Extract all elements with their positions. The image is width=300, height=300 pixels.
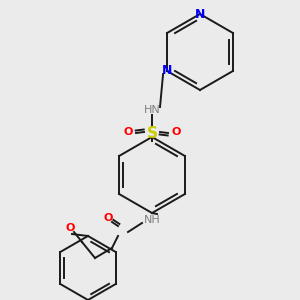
Text: O: O — [103, 213, 113, 223]
Text: HN: HN — [144, 105, 160, 115]
Text: NH: NH — [144, 215, 160, 225]
Text: O: O — [171, 127, 181, 137]
Text: N: N — [162, 64, 172, 77]
Text: N: N — [195, 8, 205, 20]
Text: O: O — [123, 127, 133, 137]
Text: O: O — [65, 223, 75, 233]
Text: S: S — [146, 125, 158, 140]
